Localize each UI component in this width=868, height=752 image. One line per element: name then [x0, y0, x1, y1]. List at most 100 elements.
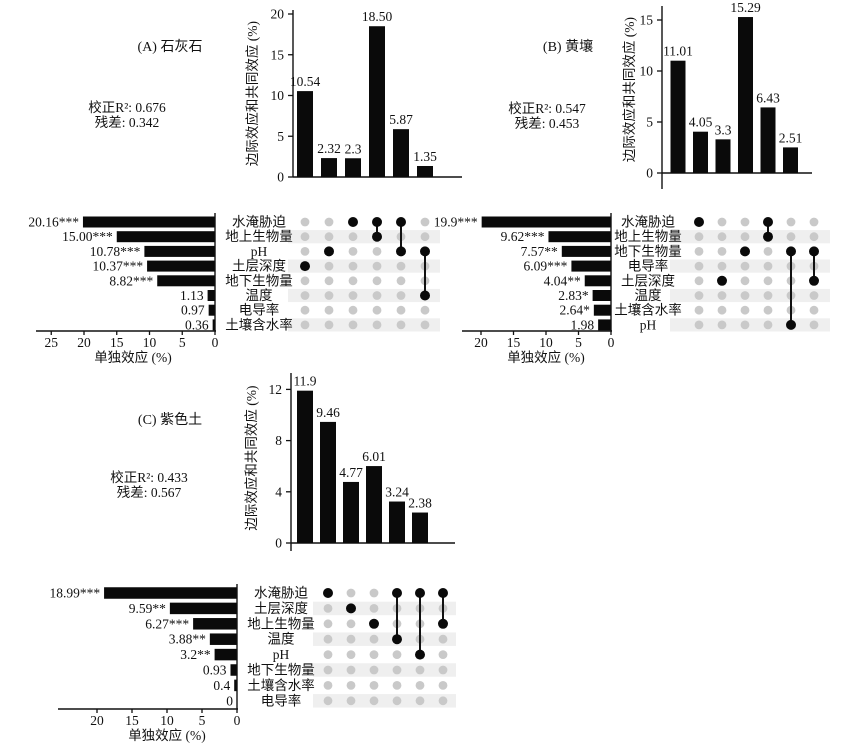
panel-b-matrix-dot [694, 320, 704, 330]
panel-b-residual: 残差: 0.453 [514, 116, 580, 131]
panel-b-bottom-xtick-label: 5 [575, 335, 582, 350]
panel-c-top-bar-value: 11.9 [293, 374, 316, 389]
panel-a-matrix-dot [348, 232, 358, 242]
panel-b-single-effect-value: 2.64* [559, 303, 590, 318]
panel-a-top-ytick-label: 20 [271, 7, 285, 22]
panel-c-matrix-dot [346, 696, 356, 706]
panel-a-single-effect-bar [116, 231, 215, 243]
panel-a-matrix-dot-active [372, 231, 382, 242]
panel-a-top-bar-value: 2.32 [317, 141, 341, 156]
panel-a-matrix-dot [300, 232, 310, 242]
panel-b-factor-label: 地下生物量 [614, 244, 682, 259]
panel-c-matrix-dot [392, 650, 402, 659]
panel-c-top-bar [366, 466, 382, 543]
panel-a-matrix-dot-active [420, 246, 430, 257]
panel-a-matrix-dot [420, 305, 430, 315]
panel-c-single-effect-value: 0 [226, 693, 233, 708]
panel-a-single-effect-value: 0.97 [181, 303, 205, 318]
panel-b-single-effect-bar [593, 304, 611, 316]
panel-b-matrix-dot [809, 232, 819, 242]
panel-b-matrix-dot [809, 291, 819, 300]
panel-b-matrix-dot [717, 232, 727, 242]
panel-c-matrix-dot [369, 696, 379, 706]
panel-c-single-effect-bar [169, 602, 237, 615]
panel-a-matrix-dot [324, 276, 334, 286]
panel-b-matrix-dot [809, 217, 819, 227]
panel-b-matrix-dot [740, 291, 750, 300]
panel-b-matrix-dot-active [717, 275, 727, 286]
panel-c-top-ytick-label: 12 [269, 382, 283, 397]
panel-b-matrix-dot [740, 305, 750, 315]
panel-c-matrix-dot [346, 634, 356, 644]
panel-a-matrix-dot-active [372, 217, 382, 227]
panel-a-matrix-dot [420, 217, 430, 227]
panel-b-matrix-dot-active [809, 275, 819, 286]
panel-c-bottom-xtick-label: 0 [234, 713, 241, 728]
panel-a-top-bar [321, 158, 337, 177]
panel-c-r2: 校正R²: 0.433 [110, 470, 188, 485]
panel-a-top-bar-value: 18.50 [362, 9, 393, 24]
panel-c-matrix-dot-active [438, 618, 448, 629]
panel-b-matrix-dot [740, 320, 750, 330]
panel-b-matrix-dot [809, 305, 819, 315]
panel-c-matrix-dot [438, 665, 448, 675]
panel-a-matrix-dot-active [420, 290, 430, 301]
panel-b-matrix-dot [694, 232, 704, 242]
panel-c-single-effect-value: 0.93 [203, 663, 227, 678]
panel-b-matrix-dot [809, 320, 819, 330]
panel-b-matrix-dot [717, 217, 727, 227]
panel-c-single-effect-value: 3.88** [169, 632, 206, 647]
panel-a-factor-label: pH [251, 244, 268, 259]
panel-c-top-bar-value: 9.46 [316, 405, 340, 420]
panel-c-matrix-dot [415, 696, 425, 706]
panel-a-matrix-dot [348, 305, 358, 315]
panel-a-bottom-xtick-label: 0 [212, 335, 219, 350]
panel-c-stats: 校正R²: 0.433 残差: 0.567 [110, 470, 188, 500]
panel-b-matrix-dot [717, 247, 727, 256]
panel-a-matrix-dot-active [396, 217, 406, 227]
panel-c-factor-label: 电导率 [261, 692, 302, 708]
panel-b-matrix-dot [694, 305, 704, 315]
panel-a-matrix-dot [396, 291, 406, 300]
panel-b-single-effect-bar [561, 245, 611, 257]
panel-b-matrix-dot [740, 232, 750, 242]
panel-a-matrix-dot [300, 291, 310, 300]
panel-a-r2: 校正R²: 0.676 [88, 100, 166, 115]
panel-c-title: (C) 紫色土 [137, 413, 203, 428]
panel-c-factor-label: 土层深度 [254, 601, 308, 616]
panel-b-matrix-dot [740, 276, 750, 286]
panel-c-matrix-dot [415, 681, 425, 690]
panel-b-single-effect-bar [571, 260, 611, 272]
panel-c-matrix-dot [323, 696, 333, 706]
panel-b-matrix-dot [763, 247, 773, 256]
panel-a-bottom-xtick-label: 15 [110, 335, 124, 350]
panel-b-factor-label: 地上生物量 [614, 229, 682, 244]
panel-a-bottom-xtick-label: 20 [77, 335, 91, 350]
panel-b-factor-label: 水淹胁迫 [621, 215, 675, 230]
panel-c-matrix-dot-active [438, 588, 448, 598]
panel-c-matrix-dot-active [392, 634, 402, 645]
panel-b-single-effect-bar [548, 231, 611, 243]
panel-b-top-bar-value: 11.01 [663, 44, 693, 59]
panel-b-matrix-dot [694, 276, 704, 286]
panel-a-single-effect-value: 10.78*** [90, 244, 141, 259]
panel-a-matrix-dot [348, 276, 358, 286]
panel-c-matrix-band [313, 663, 456, 677]
panel-b-single-effect-bar [584, 275, 611, 287]
panel-c-matrix-dot [323, 634, 333, 644]
panel-a-factor-label: 土壤含水率 [225, 316, 293, 332]
panel-c-top-ytick-label: 4 [275, 484, 282, 499]
panel-c-matrix-dot [323, 681, 333, 690]
panel-b-single-effect-value: 7.57** [521, 244, 558, 259]
panel-a-matrix-dot [324, 217, 334, 227]
panel-b-matrix-dot-active [694, 217, 704, 227]
panel-b-factor-label: 土壤含水率 [614, 302, 682, 318]
panel-c-bottom-x-axis-title: 单独效应 (%) [128, 727, 206, 743]
panel-c-matrix-dot [438, 650, 448, 659]
panel-a-matrix-dot [396, 261, 406, 271]
panel-a-factor-label: 土层深度 [232, 259, 286, 274]
panel-c-factor-label: pH [273, 647, 290, 662]
panel-b-matrix-dot [763, 305, 773, 315]
panel-a-matrix-dot [300, 276, 310, 286]
panel-a-matrix-band [288, 259, 440, 273]
